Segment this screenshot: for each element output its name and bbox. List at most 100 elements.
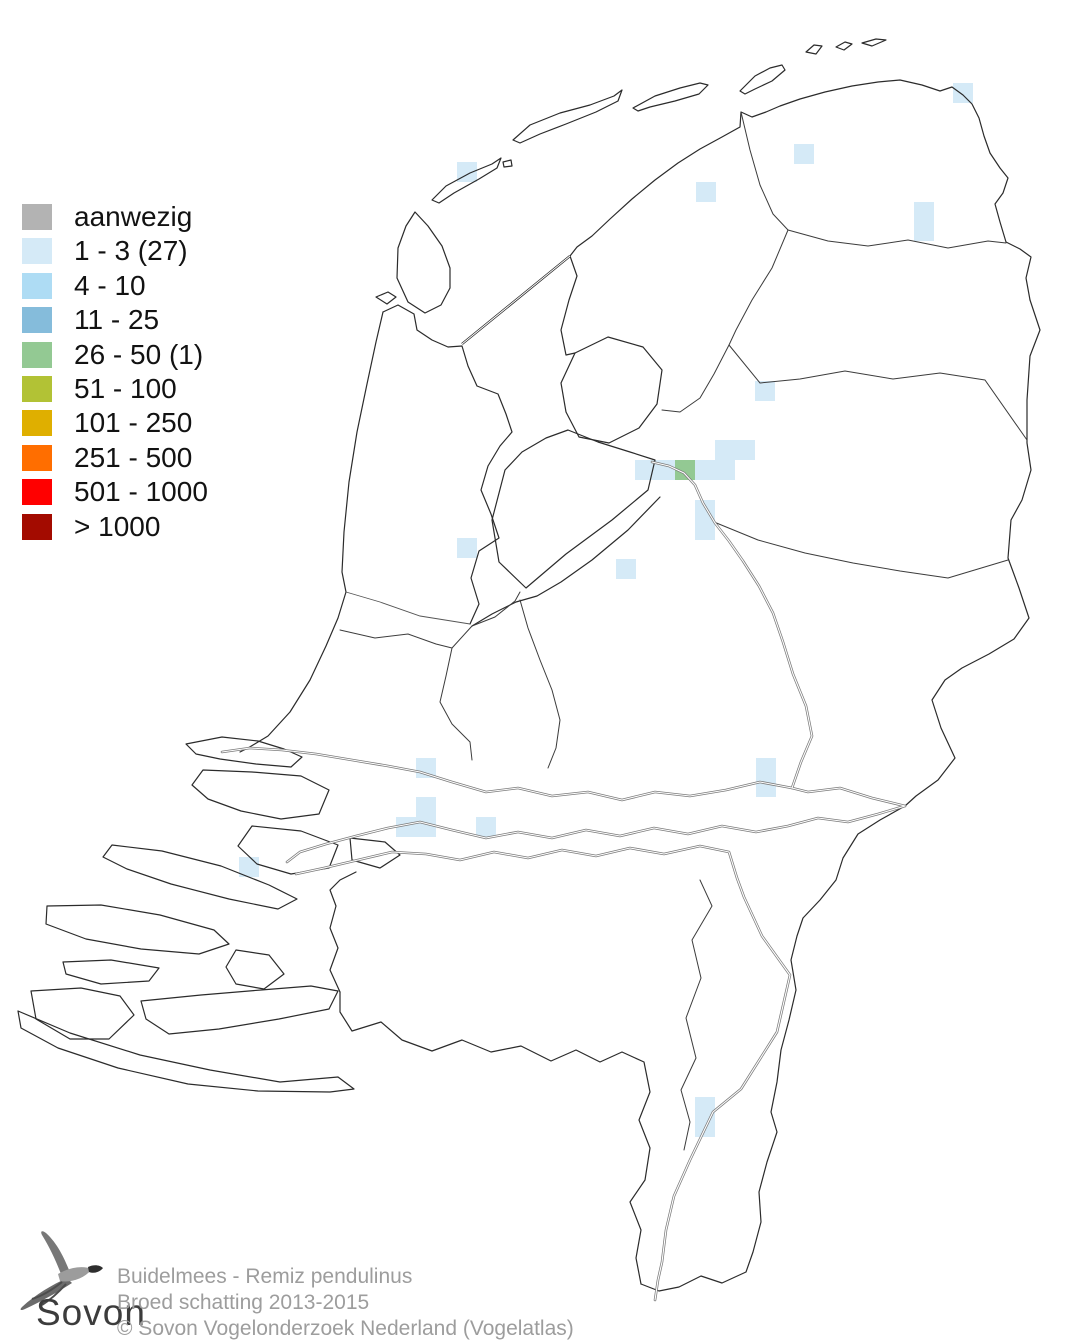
- polders: [491, 336, 663, 589]
- legend-item-251-500: 251 - 500: [22, 441, 208, 473]
- legend-label: 251 - 500: [74, 441, 193, 473]
- atlas-blocks-layer: [239, 83, 973, 1137]
- afsluitdijk-core: [461, 255, 571, 345]
- caption-estimate: Broed schatting 2013-2015: [117, 1291, 370, 1314]
- legend-label: 4 - 10: [74, 269, 146, 301]
- sovon-logo: Sovon: [12, 1230, 145, 1335]
- island-goeree: [102, 844, 298, 910]
- atlas-block-1-3: [616, 559, 636, 579]
- province-borders: [339, 111, 1028, 1151]
- legend-swatch-4-10: [22, 272, 52, 299]
- legend-swatch-aanwezig: [22, 204, 52, 230]
- legend-label: aanwezig: [74, 201, 193, 232]
- legend-label: 51 - 100: [74, 372, 177, 404]
- rivers: [220, 460, 907, 1302]
- atlas-block-1-3: [756, 758, 776, 797]
- border-drenthe-overijssel: [728, 344, 1028, 441]
- coast-noordholland-ijsselmeer: [382, 304, 513, 625]
- legend: aanwezig 1 - 3 (27) 4 - 10 11 - 25 26 - 50 (…: [22, 201, 208, 548]
- island-zuid-beveland: [140, 985, 339, 1035]
- legend-swatch-51-100: [22, 375, 52, 402]
- island-noorderhaaks: [375, 291, 397, 305]
- border-belgium: [339, 991, 651, 1285]
- legend-item-11-25: 11 - 25: [22, 304, 208, 336]
- island-vlieland: [431, 157, 502, 204]
- legend-item-aanwezig: aanwezig: [22, 201, 208, 232]
- legend-item-26-50: 26 - 50 (1): [22, 338, 208, 370]
- legend-swatch-501-1000: [22, 479, 52, 506]
- wadden-islands: [375, 38, 887, 314]
- island-schiermonnikoog: [739, 64, 786, 95]
- legend-swatch-26-50: [22, 341, 52, 368]
- legend-label: 11 - 25: [74, 304, 160, 336]
- border-germany-limburg: [640, 805, 906, 1292]
- border-brabant-limburg: [680, 879, 713, 1151]
- border-utrecht-west: [439, 625, 473, 761]
- island-rottum-1: [805, 44, 823, 55]
- border-utrecht-east: [519, 599, 561, 769]
- noordoostpolder: [560, 336, 663, 444]
- island-schouwen: [45, 904, 230, 955]
- legend-swatch-1-3: [22, 238, 52, 265]
- border-noordholland-zuidholland: [339, 629, 453, 649]
- island-terschelling: [512, 89, 623, 144]
- swallow-icon: [20, 1231, 103, 1311]
- atlas-block-1-3: [239, 857, 259, 877]
- atlas-block-1-3: [715, 440, 755, 460]
- atlas-block-1-3: [696, 182, 716, 202]
- island-tholen: [225, 949, 285, 990]
- noordzeekanaal: [345, 591, 471, 625]
- map-captions: Buidelmees - Remiz pendulinus Broed scha…: [117, 1264, 574, 1340]
- border-groningen-drenthe: [787, 229, 1007, 249]
- legend-label: 26 - 50 (1): [74, 338, 204, 370]
- island-texel: [396, 211, 451, 314]
- legend-swatch->1000: [22, 513, 52, 540]
- border-friesland-groningen: [740, 111, 789, 231]
- legend-item-1-3: 1 - 3 (27): [22, 235, 208, 267]
- border-germany-north: [904, 299, 1041, 807]
- legend-swatch-11-25: [22, 307, 52, 334]
- flevoland: [491, 429, 656, 589]
- border-friesland-drenthe: [728, 229, 789, 346]
- border-friesland-overijssel: [661, 344, 730, 413]
- atlas-block-1-3: [755, 381, 775, 401]
- atlas-block-1-3: [695, 1097, 715, 1137]
- atlas-block-1-3: [457, 538, 477, 558]
- coast-friesland-ijsselmeer: [560, 255, 578, 356]
- legend-label: 1 - 3 (27): [74, 235, 188, 267]
- legend-swatch-251-500: [22, 444, 52, 471]
- legend-label: 501 - 1000: [74, 476, 208, 508]
- sovon-logo-text: Sovon: [36, 1292, 146, 1333]
- caption-species: Buidelmees - Remiz pendulinus: [117, 1265, 413, 1288]
- atlas-block-1-3: [914, 202, 934, 241]
- border-overijssel-gelderland: [713, 521, 1009, 579]
- afsluitdijk: [461, 255, 571, 345]
- atlas-block-1-3: [476, 817, 496, 837]
- atlas-block-1-3: [695, 500, 715, 540]
- atlas-block-1-3: [416, 797, 436, 817]
- legend-swatch-101-250: [22, 410, 52, 437]
- river-maas: [294, 844, 792, 1302]
- legend-item-51-100: 51 - 100: [22, 372, 208, 404]
- island-griend: [502, 159, 513, 168]
- island-voorne-putten: [191, 769, 330, 820]
- zeeuws-vlaanderen: [17, 1010, 355, 1093]
- atlas-block-26-50: [675, 460, 695, 480]
- island-rottum-2: [835, 41, 853, 51]
- legend-item-4-10: 4 - 10: [22, 269, 208, 301]
- island-noord-beveland: [62, 959, 160, 985]
- caption-copyright: © Sovon Vogelonderzoek Nederland (Vogela…: [117, 1317, 574, 1340]
- atlas-block-1-3: [396, 817, 436, 837]
- island-ameland: [632, 82, 709, 112]
- legend-label: > 1000: [74, 510, 161, 542]
- coast-gelderland-randmeren: [471, 496, 661, 627]
- coast-brabant-west: [329, 871, 357, 993]
- atlas-block-1-3: [953, 83, 973, 103]
- atlas-block-1-3: [794, 144, 814, 164]
- delta-islands: [17, 736, 401, 1093]
- coastlines: [239, 79, 1041, 1292]
- coast-friesland-groningen: [569, 79, 1032, 301]
- coast-noordholland-west: [239, 311, 384, 753]
